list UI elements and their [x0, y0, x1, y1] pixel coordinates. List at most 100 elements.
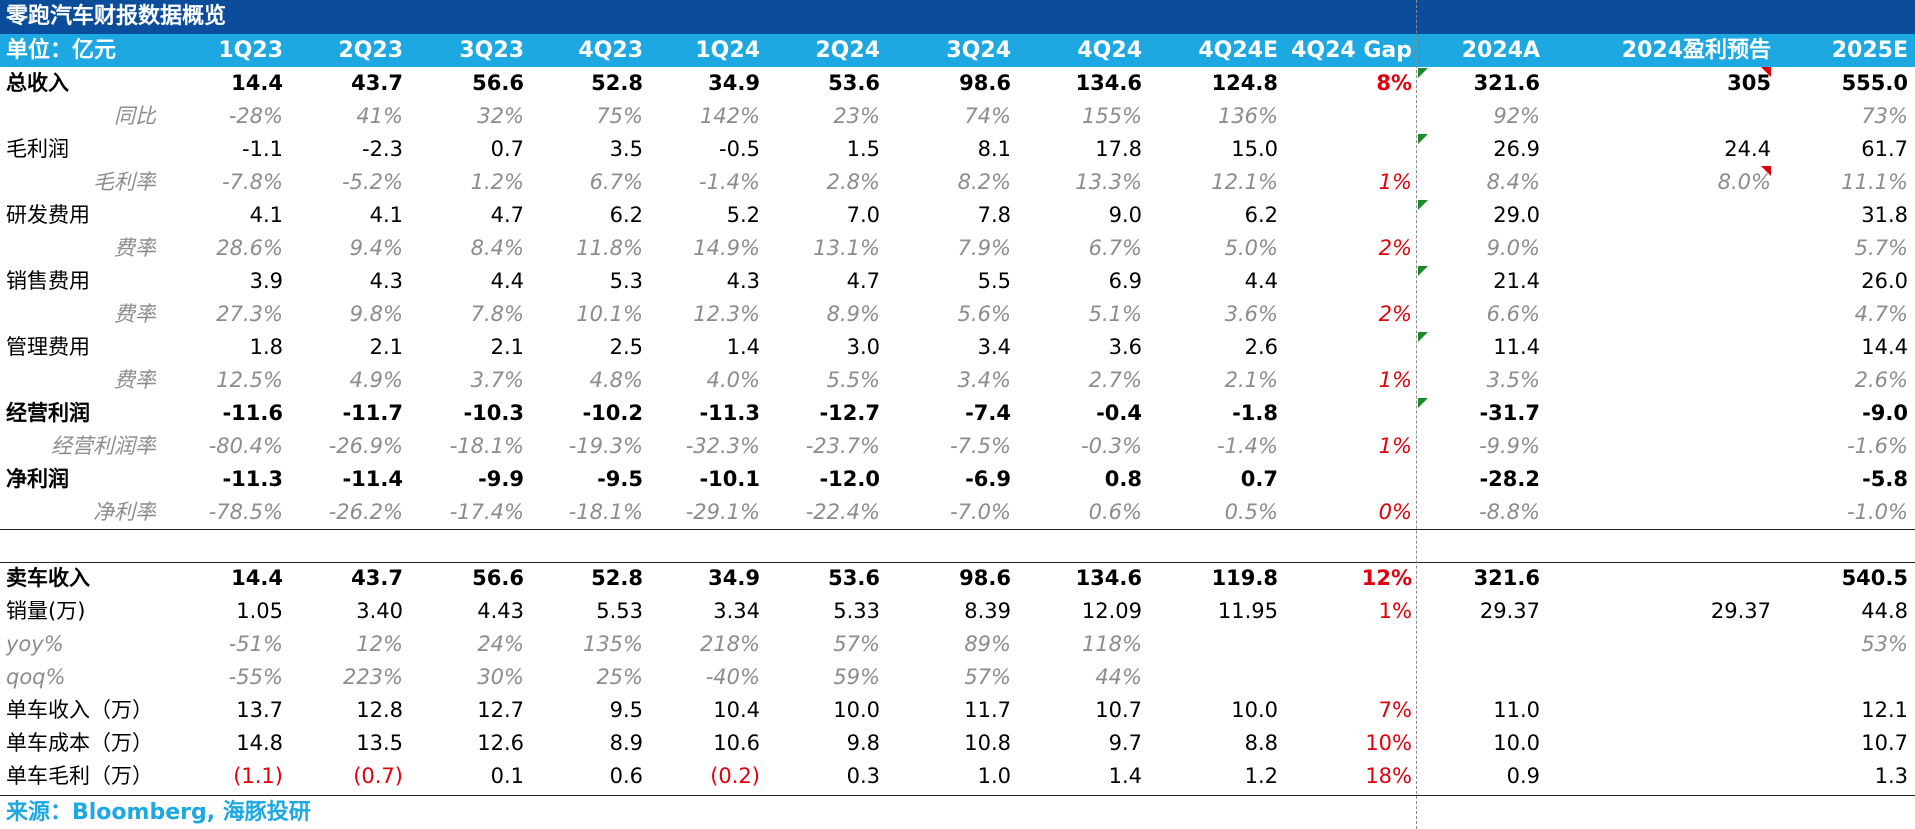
table-cell: (0.2) [710, 764, 760, 788]
cell-comment-marker [1418, 266, 1428, 276]
table-cell: 31.8 [1861, 203, 1908, 227]
table-cell: (1.1) [233, 764, 283, 788]
table-cell: -7.8% [222, 170, 283, 194]
table-cell: 321.6 [1473, 566, 1540, 590]
table-cell: -10.1 [699, 467, 760, 491]
table-cell: -9.9% [1479, 434, 1540, 458]
table-cell: 1.2 [1244, 764, 1278, 788]
table-cell [1611, 694, 1771, 727]
table-cell: 10.4 [713, 698, 760, 722]
table-cell: 3.9 [249, 269, 283, 293]
table-cell: 74% [964, 104, 1011, 128]
table-cell: -11.3 [699, 401, 760, 425]
row-label: yoy% [6, 632, 64, 656]
row-label: 毛利润 [6, 137, 69, 161]
table-cell: 3.4% [957, 368, 1011, 392]
header-col-9: 4Q24E [1198, 38, 1278, 63]
table-cell: 223% [342, 665, 403, 689]
table-cell: 12.6 [477, 731, 524, 755]
table-cell: 4.3 [369, 269, 403, 293]
table-cell: 8.2% [957, 170, 1011, 194]
table-cell: 52.8 [591, 71, 643, 95]
table-cell: 0.8 [1104, 467, 1142, 491]
table-cell: 9.8 [846, 731, 880, 755]
table-cell: -8.8% [1479, 500, 1540, 524]
table-cell: 10.0 [833, 698, 880, 722]
table-cell: 75% [596, 104, 643, 128]
table-cell: 5.3 [609, 269, 643, 293]
table-cell: 119.8 [1211, 566, 1278, 590]
table-cell: -23.7% [805, 434, 880, 458]
table-cell: -31.7 [1479, 401, 1540, 425]
table-cell: 7.0 [846, 203, 880, 227]
row-label: 费率 [114, 302, 156, 326]
table-cell: 26.9 [1493, 137, 1540, 161]
table-cell: 73% [1861, 104, 1908, 128]
table-cell: 12.5% [216, 368, 283, 392]
header-col-2: 2Q23 [338, 38, 403, 63]
row-label: 单车毛利（万） [6, 764, 153, 788]
table-cell: 11.95 [1217, 599, 1278, 623]
table-cell: 5.2 [726, 203, 760, 227]
table-cell: 25% [596, 665, 643, 689]
table-cell [1611, 397, 1771, 430]
table-cell: 135% [582, 632, 643, 656]
table-cell: -18.1% [568, 500, 643, 524]
header-col-7: 3Q24 [946, 38, 1011, 63]
table-cell: 1% [1378, 170, 1412, 194]
table-cell: 4.0% [706, 368, 760, 392]
table-cell: 4.1 [249, 203, 283, 227]
table-cell: 53.6 [828, 566, 880, 590]
table-cell: 4.4 [1244, 269, 1278, 293]
table-cell: 12.8 [356, 698, 403, 722]
table-cell: 15.0 [1231, 137, 1278, 161]
table-cell: 92% [1493, 104, 1540, 128]
table-cell: 5.5% [826, 368, 880, 392]
table-cell: 5.33 [833, 599, 880, 623]
table-cell: 23% [833, 104, 880, 128]
table-cell: 43.7 [351, 566, 403, 590]
table-cell: 218% [699, 632, 760, 656]
table-cell: -51% [228, 632, 283, 656]
table-cell: -22.4% [805, 500, 880, 524]
table-cell: 24.4 [1724, 137, 1771, 161]
table-cell: 14.4 [1861, 335, 1908, 359]
table-cell: 13.5 [356, 731, 403, 755]
table-cell: 0.6 [609, 764, 643, 788]
table-cell: 4.8% [589, 368, 643, 392]
table-cell: 9.5 [609, 698, 643, 722]
table-cell: 13.1% [813, 236, 880, 260]
table-cell: 0.1 [490, 764, 524, 788]
row-label: 费率 [114, 236, 156, 260]
table-cell [1380, 628, 1540, 661]
table-cell: 8.9% [826, 302, 880, 326]
table-cell: (0.7) [353, 764, 403, 788]
table-cell: -28% [228, 104, 283, 128]
row-label: 卖车收入 [6, 566, 90, 590]
table-cell: -11.3 [222, 467, 283, 491]
table-cell: 98.6 [959, 71, 1011, 95]
table-cell: 5.0% [1224, 236, 1278, 260]
header-col-12: 2024盈利预告 [1621, 38, 1771, 63]
table-cell: -11.6 [222, 401, 283, 425]
table-cell: -11.4 [342, 467, 403, 491]
table-cell [1611, 430, 1771, 463]
table-cell: -1.6% [1847, 434, 1908, 458]
table-cell: 6.2 [1244, 203, 1278, 227]
table-cell: 29.37 [1710, 599, 1771, 623]
table-cell: 4.4 [490, 269, 524, 293]
table-cell: 6.7% [589, 170, 643, 194]
table-cell: 7% [1378, 698, 1412, 722]
table-cell: -28.2 [1479, 467, 1540, 491]
table-cell: -12.7 [819, 401, 880, 425]
table-cell: 29.0 [1493, 203, 1540, 227]
table-cell: 0.7 [490, 137, 524, 161]
section-divider-bottom [0, 562, 1915, 563]
table-cell: 4.7% [1854, 302, 1908, 326]
table-cell: 3.7% [470, 368, 524, 392]
table-cell: 29.37 [1479, 599, 1540, 623]
table-cell: -17.4% [449, 500, 524, 524]
table-cell: 3.4 [977, 335, 1011, 359]
table-cell: -5.8 [1862, 467, 1908, 491]
